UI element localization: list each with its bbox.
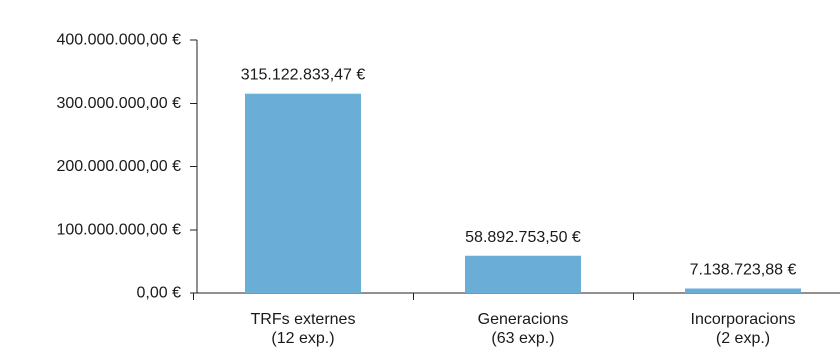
bars bbox=[245, 93, 801, 293]
bar-value-label: 315.122.833,47 € bbox=[241, 67, 366, 84]
x-category-label: Generacions bbox=[478, 311, 569, 328]
x-category-label: Incorporacions bbox=[691, 311, 796, 328]
x-category-label: (2 exp.) bbox=[716, 330, 770, 347]
y-tick-label: 0,00 € bbox=[137, 285, 182, 302]
x-category-label: (12 exp.) bbox=[271, 330, 334, 347]
bar-value-label: 7.138.723,88 € bbox=[690, 261, 797, 278]
bar-value-label: 58.892.753,50 € bbox=[465, 229, 581, 246]
y-tick-label: 100.000.000,00 € bbox=[56, 221, 181, 238]
bar bbox=[685, 288, 801, 293]
x-category-label: TRFs externes bbox=[251, 311, 356, 328]
bar bbox=[245, 93, 361, 293]
x-axis: TRFs externes (12 exp.) Generacions (63 exp… bbox=[193, 292, 840, 347]
data-labels: 315.122.833,47 € 58.892.753,50 € 7.138.723… bbox=[241, 67, 797, 279]
y-axis: 0,00 € 100.000.000,00 € 200.000.000,00 € 30… bbox=[56, 32, 198, 302]
x-category-label: (63 exp.) bbox=[491, 330, 554, 347]
y-tick-label: 300.000.000,00 € bbox=[56, 95, 181, 112]
y-tick-label: 400.000.000,00 € bbox=[56, 32, 181, 49]
bar bbox=[465, 255, 581, 293]
y-tick-label: 200.000.000,00 € bbox=[56, 158, 181, 175]
